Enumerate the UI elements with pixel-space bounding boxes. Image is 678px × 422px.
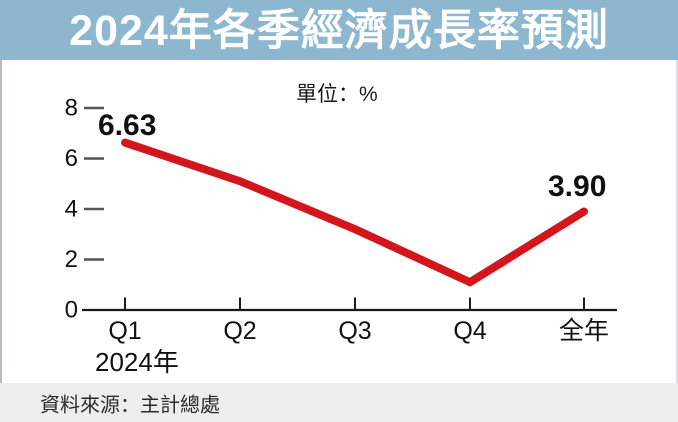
chart-title: 2024年各季經濟成長率預測 [69, 7, 609, 55]
y-tick-label-0: 0 [65, 297, 78, 324]
x-axis-label-q1: Q1 [108, 317, 141, 345]
x-axis-label-q3: Q3 [338, 317, 371, 345]
data-label-year: 3.90 [548, 170, 606, 203]
y-tick-label-6: 6 [65, 145, 78, 172]
title-bar: 2024年各季經濟成長率預測 [0, 0, 678, 60]
x-axis-label-q4: Q4 [453, 317, 486, 345]
unit-label: 單位：% [296, 83, 378, 106]
source-bar: 資料來源：主計總處 [0, 383, 678, 422]
x-axis-label-q2: Q2 [223, 317, 256, 345]
growth-line [121, 138, 588, 287]
y-tick-label-8: 8 [65, 95, 78, 122]
growth-line-chart: 單位：% 8 6 4 2 0 Q1 Q2 Q3 Q4 全年 2024年 6.63… [65, 83, 617, 377]
x-axis-year-note: 2024年 [95, 347, 179, 377]
x-axis-label-year: 全年 [559, 317, 609, 345]
data-label-q1: 6.63 [98, 109, 156, 142]
y-tick-label-2: 2 [65, 246, 78, 273]
y-tick-label-4: 4 [65, 196, 78, 223]
source-text: 資料來源：主計總處 [40, 394, 220, 416]
